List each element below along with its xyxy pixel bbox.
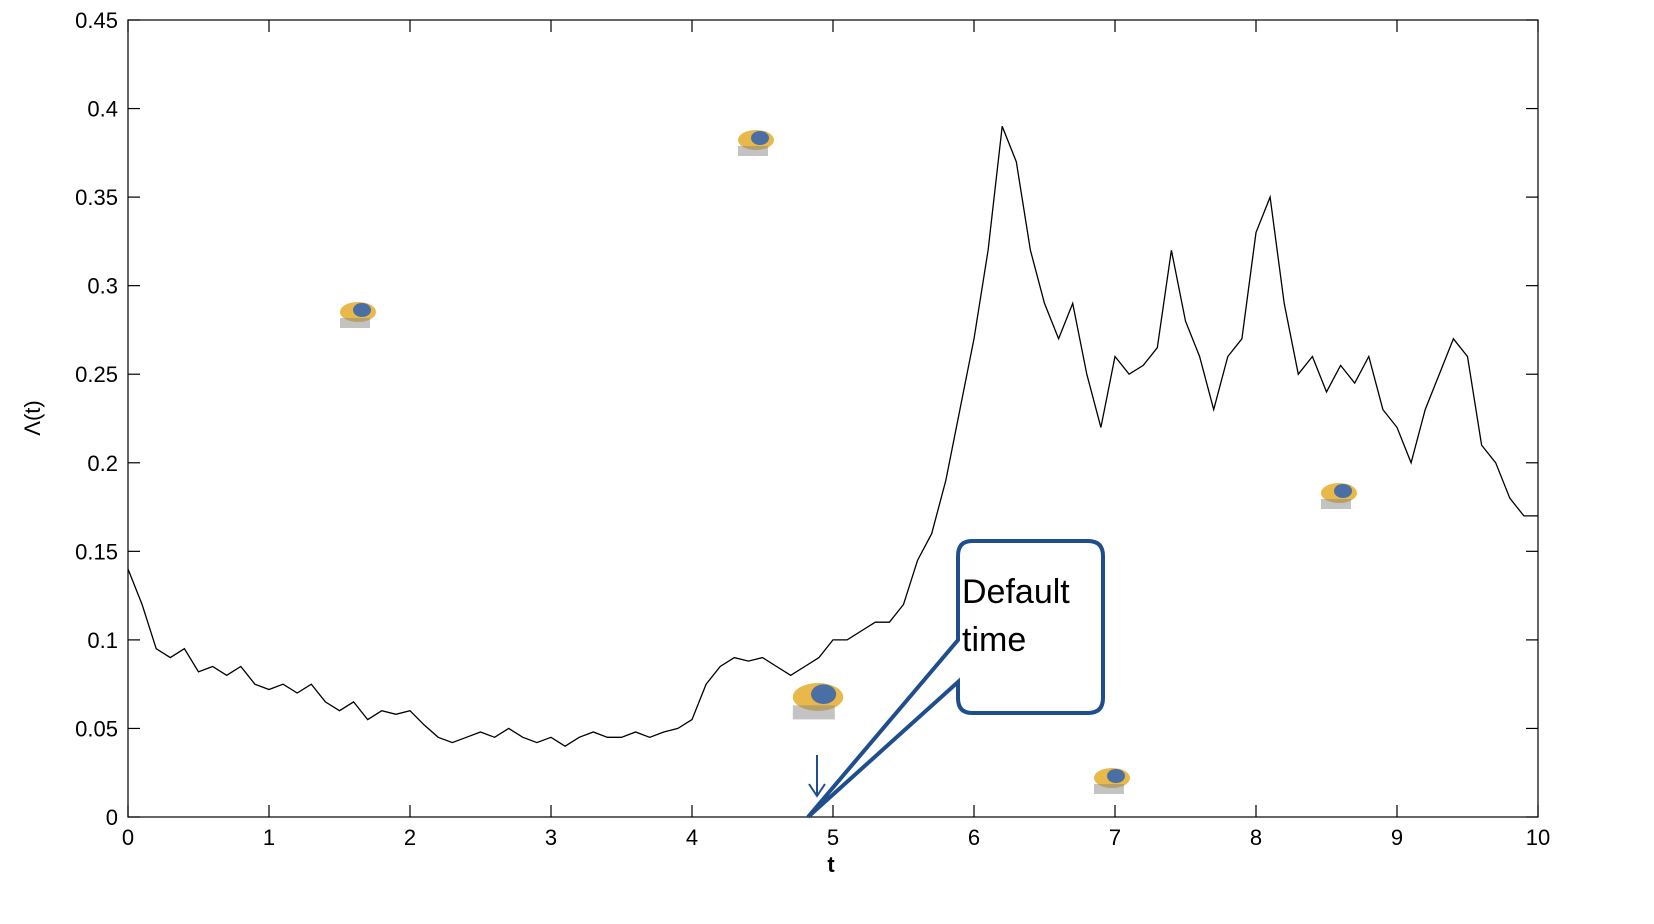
x-tick-label: 2: [404, 825, 416, 850]
y-tick-label: 0.2: [87, 451, 118, 476]
icon: [1321, 483, 1357, 509]
icon: [340, 302, 376, 328]
icon: [738, 130, 774, 156]
x-tick-label: 3: [545, 825, 557, 850]
data-line: [128, 126, 1538, 746]
x-tick-label: 1: [263, 825, 275, 850]
y-axis-label: Λ(t): [20, 400, 45, 435]
y-tick-label: 0.45: [75, 8, 118, 33]
x-tick-label: 10: [1526, 825, 1550, 850]
x-tick-label: 9: [1391, 825, 1403, 850]
x-tick-label: 5: [827, 825, 839, 850]
page: {"chart_data": {"type": "line", "xlabel"…: [0, 0, 1654, 924]
annotation: Default time: [962, 568, 1097, 664]
chart: t Λ(t) 0 1 2 3 4 5 6 7 8 9 10 0 0.05 0.1 0.15 0.2 0.25 0.…: [0, 0, 1654, 924]
icon: [793, 683, 843, 719]
y-tick-label: 0.1: [87, 628, 118, 653]
x-tick-label: 7: [1109, 825, 1121, 850]
y-tick-label: 0.25: [75, 362, 118, 387]
x-tick-label: 4: [686, 825, 698, 850]
y-tick-label: 0.4: [87, 97, 118, 122]
x-tick-label: 8: [1250, 825, 1262, 850]
x-tick-label: 0: [122, 825, 134, 850]
x-tick-label: 6: [968, 825, 980, 850]
x-axis-label: t: [827, 852, 835, 877]
y-tick-label: 0.05: [75, 716, 118, 741]
icon: [1094, 768, 1130, 794]
y-tick-label: 0.15: [75, 539, 118, 564]
y-tick-label: 0.3: [87, 274, 118, 299]
y-tick-label: 0: [106, 805, 118, 830]
y-tick-label: 0.35: [75, 185, 118, 210]
